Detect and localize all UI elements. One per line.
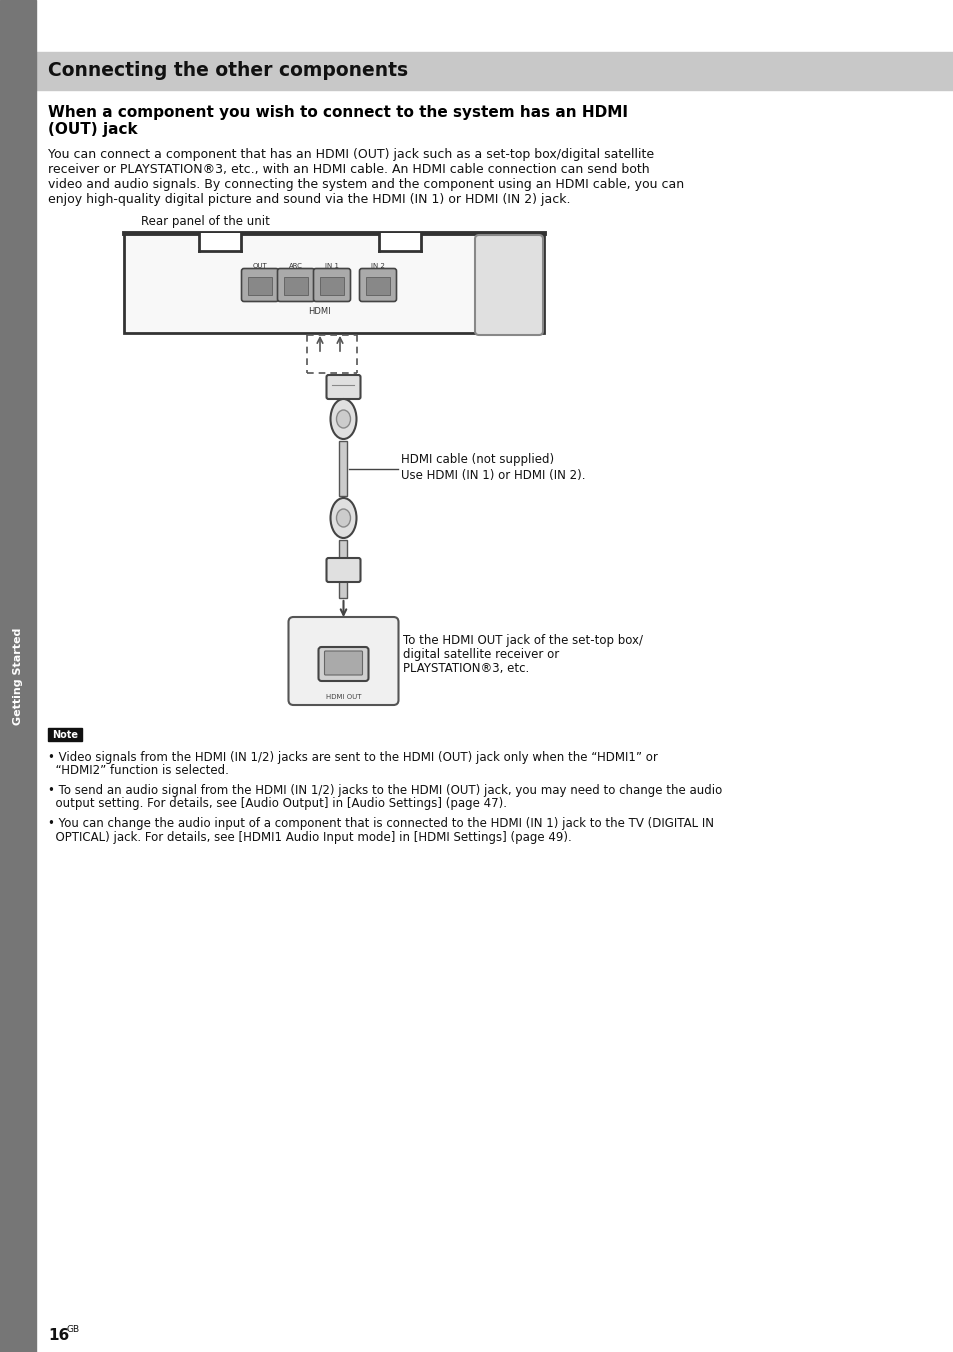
Bar	[378, 233, 420, 251]
Ellipse shape	[336, 508, 350, 527]
Ellipse shape	[330, 399, 356, 439]
Text: HDMI: HDMI	[308, 307, 330, 316]
Text: OUT: OUT	[253, 264, 267, 269]
Text: ARC: ARC	[289, 264, 303, 269]
Text: HDMI OUT: HDMI OUT	[325, 694, 361, 700]
Text: receiver or PLAYSTATION®3, etc., with an HDMI cable. An HDMI cable connection ca: receiver or PLAYSTATION®3, etc., with an…	[48, 164, 649, 176]
Text: • To send an audio signal from the HDMI (IN 1/2) jacks to the HDMI (OUT) jack, y: • To send an audio signal from the HDMI …	[48, 784, 721, 796]
Bar	[319, 277, 344, 295]
Text: Rear panel of the unit: Rear panel of the unit	[141, 215, 270, 228]
Text: IN 1: IN 1	[325, 264, 338, 269]
Bar	[366, 277, 390, 295]
Text: video and audio signals. By connecting the system and the component using an HDM: video and audio signals. By connecting t…	[48, 178, 683, 191]
Text: Connecting the other components: Connecting the other components	[48, 61, 408, 81]
Text: PLAYSTATION®3, etc.: PLAYSTATION®3, etc.	[403, 662, 529, 675]
Text: • Video signals from the HDMI (IN 1/2) jacks are sent to the HDMI (OUT) jack onl: • Video signals from the HDMI (IN 1/2) j…	[48, 750, 658, 764]
Bar	[199, 233, 241, 251]
Bar	[36, 51, 953, 91]
Text: “HDMI2” function is selected.: “HDMI2” function is selected.	[48, 764, 229, 777]
FancyBboxPatch shape	[314, 269, 350, 301]
Text: enjoy high-quality digital picture and sound via the HDMI (IN 1) or HDMI (IN 2) : enjoy high-quality digital picture and s…	[48, 193, 570, 206]
Text: output setting. For details, see [Audio Output] in [Audio Settings] (page 47).: output setting. For details, see [Audio …	[48, 798, 506, 810]
Text: To the HDMI OUT jack of the set-top box/: To the HDMI OUT jack of the set-top box/	[403, 634, 643, 648]
Text: When a component you wish to connect to the system has an HDMI: When a component you wish to connect to …	[48, 105, 627, 120]
Bar	[284, 277, 308, 295]
Text: IN 2: IN 2	[371, 264, 384, 269]
Text: OPTICAL) jack. For details, see [HDMI1 Audio Input mode] in [HDMI Settings] (pag: OPTICAL) jack. For details, see [HDMI1 A…	[48, 830, 571, 844]
FancyBboxPatch shape	[326, 558, 360, 581]
Bar	[248, 277, 272, 295]
Text: • You can change the audio input of a component that is connected to the HDMI (I: • You can change the audio input of a co…	[48, 817, 713, 830]
FancyBboxPatch shape	[475, 235, 542, 335]
FancyBboxPatch shape	[241, 269, 278, 301]
Bar	[0, 0, 36, 1352]
Bar	[124, 233, 543, 333]
FancyBboxPatch shape	[288, 617, 398, 704]
Ellipse shape	[336, 410, 350, 429]
FancyBboxPatch shape	[277, 269, 314, 301]
Bar	[339, 539, 347, 560]
FancyBboxPatch shape	[326, 375, 360, 399]
Bar	[339, 580, 347, 598]
Text: You can connect a component that has an HDMI (OUT) jack such as a set-top box/di: You can connect a component that has an …	[48, 147, 654, 161]
Text: (OUT) jack: (OUT) jack	[48, 122, 137, 137]
Bar	[339, 441, 347, 496]
Text: Getting Started: Getting Started	[13, 627, 23, 725]
Text: digital satellite receiver or: digital satellite receiver or	[403, 648, 559, 661]
FancyBboxPatch shape	[359, 269, 396, 301]
Text: Use HDMI (IN 1) or HDMI (IN 2).: Use HDMI (IN 1) or HDMI (IN 2).	[401, 469, 585, 481]
Text: 16: 16	[48, 1328, 70, 1343]
FancyBboxPatch shape	[324, 652, 362, 675]
Text: HDMI cable (not supplied): HDMI cable (not supplied)	[401, 453, 554, 466]
Text: GB: GB	[67, 1325, 80, 1334]
Bar	[48, 727, 82, 741]
Text: Note: Note	[52, 730, 78, 740]
FancyBboxPatch shape	[318, 648, 368, 681]
Ellipse shape	[330, 498, 356, 538]
